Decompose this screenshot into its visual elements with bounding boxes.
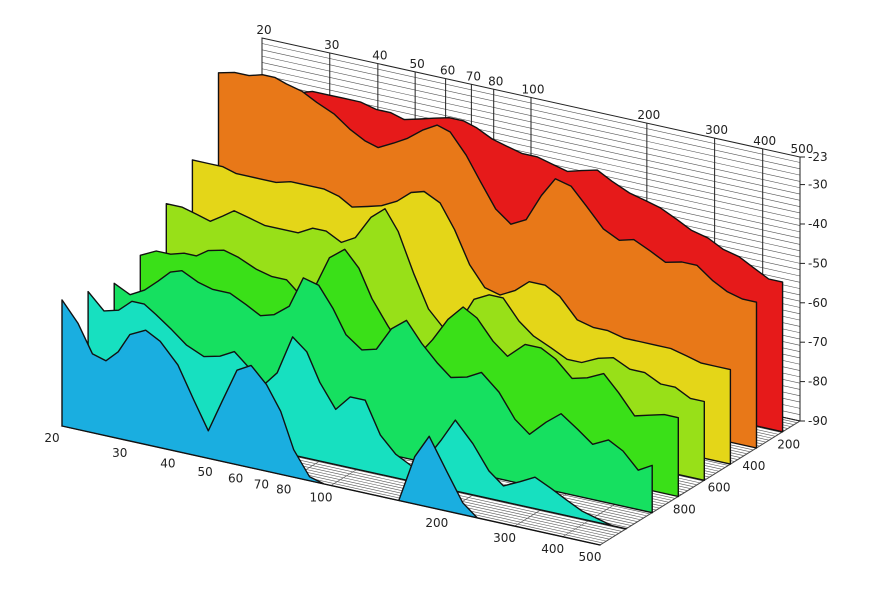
x-tick-label-front: 50 <box>198 465 213 479</box>
y-tick-label: -50 <box>808 256 828 270</box>
x-tick-label-back: 200 <box>637 108 660 122</box>
series-area <box>87 290 627 530</box>
x-tick-label-back: 500 <box>791 142 814 156</box>
series-layer <box>61 71 784 546</box>
x-tick-label-front: 500 <box>579 550 602 564</box>
x-tick-label-back: 80 <box>488 74 503 88</box>
z-tick-label: 200 <box>777 438 800 452</box>
x-tick-label-front: 100 <box>310 491 333 505</box>
x-tick-label-back: 20 <box>256 23 271 37</box>
y-tick-label: -70 <box>808 335 828 349</box>
x-tick-label-back: 40 <box>372 49 387 63</box>
z-tick-label: 800 <box>673 502 696 516</box>
x-tick-label-front: 70 <box>254 477 269 491</box>
x-tick-label-front: 60 <box>228 472 243 486</box>
y-tick-label: -40 <box>808 217 828 231</box>
x-tick-label-front: 400 <box>541 542 564 556</box>
y-tick-label: -23 <box>808 150 828 164</box>
x-tick-label-back: 70 <box>466 69 481 83</box>
x-tick-label-back: 60 <box>440 64 455 78</box>
x-tick-label-back: 300 <box>705 123 728 137</box>
z-tick-label: 400 <box>742 459 765 473</box>
x-tick-label-front: 30 <box>112 446 127 460</box>
tick-label-layer: 20 30 40 50 60 70 80 100 200 300 400 500 20 30 40 50 60 7… <box>44 23 827 564</box>
x-tick-label-front: 40 <box>160 457 175 471</box>
z-tick-label: 600 <box>708 481 731 495</box>
x-tick-label-front: 300 <box>493 531 516 545</box>
y-tick-label: -60 <box>808 296 828 310</box>
x-tick-label-front: 200 <box>425 516 448 530</box>
y-tick-label: -30 <box>808 178 828 192</box>
x-tick-label-front: 20 <box>44 431 59 445</box>
series-area <box>61 299 601 546</box>
x-tick-label-back: 100 <box>522 83 545 97</box>
x-tick-label-back: 50 <box>410 57 425 71</box>
x-tick-label-front: 80 <box>276 482 291 496</box>
y-tick-label: -90 <box>808 414 828 428</box>
floor-gridline-x <box>599 420 801 546</box>
y-tick-label: -80 <box>808 375 828 389</box>
x-tick-label-back: 400 <box>753 134 776 148</box>
series-area <box>113 270 653 514</box>
x-tick-label-back: 30 <box>324 38 339 52</box>
